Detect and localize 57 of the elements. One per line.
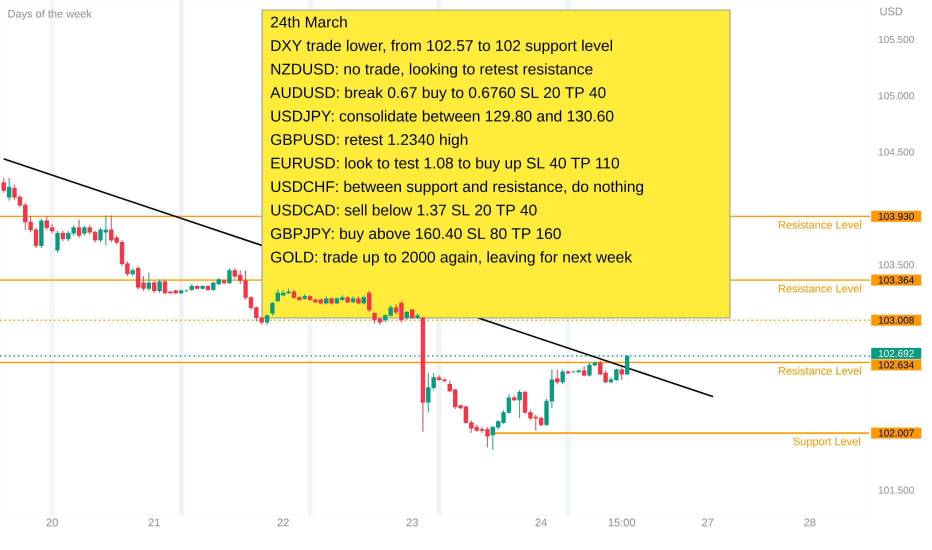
candlestick (227, 268, 232, 284)
annotation: 24th March (270, 16, 347, 28)
candlestick (55, 230, 60, 253)
annotation: USDJPY: consolidate between 129.80 and 130.60 (271, 110, 614, 122)
y-tick-label: 103.364 (878, 276, 914, 284)
annotation: EURUSD: look to test 1.08 to buy up SL 40 TP 110 (271, 157, 620, 172)
candlestick (410, 308, 414, 320)
candlestick (146, 272, 152, 292)
annotation: USDCAD: sell below 1.37 SL 20 TP 40 (271, 204, 537, 216)
candlestick (366, 290, 372, 313)
annotation: GOLD: trade up to 2000 again, leaving for next week (270, 251, 632, 266)
ref-line-label: Resistance Level (778, 220, 862, 229)
candlestick (152, 280, 156, 294)
y-tick-label: 102.634 (878, 361, 914, 368)
x-tick-label: 22 (278, 518, 289, 526)
annotation: DXY trade lower, from 102.57 to 102 support level (271, 40, 612, 54)
x-tick-label: 27 (702, 518, 714, 526)
candlestick (76, 219, 82, 238)
y-tick-label: 104.500 (878, 148, 914, 156)
candlestick (555, 369, 560, 385)
candlestick (82, 224, 87, 236)
y-tick-label: 103.930 (878, 212, 914, 220)
candlestick (157, 279, 162, 294)
candlestick (582, 366, 586, 377)
y-tick-label: 103.008 (878, 316, 914, 324)
candlestick (620, 366, 624, 380)
y-axis-title: USD (880, 8, 902, 16)
x-tick-label: 15:00 (608, 518, 636, 526)
candlestick (2, 178, 6, 194)
candlestick (517, 389, 522, 419)
annotation: AUDUSD: break 0.67 buy to 0.6760 SL 20 TP 40 (270, 86, 606, 102)
y-tick-label: 102.692 (878, 350, 914, 357)
annotation: GBPJPY: buy above 160.40 SL 80 TP 160 (270, 228, 561, 242)
candlestick (560, 369, 565, 385)
candlestick (362, 294, 366, 305)
x-tick-label: 28 (804, 518, 816, 526)
candlestick (270, 302, 275, 316)
x-tick-label: 24 (536, 518, 547, 526)
y-tick-label: 105.000 (878, 92, 914, 100)
annotation: NZDUSD: no trade, looking to retest resistance (271, 63, 593, 78)
annotation: USDCHF: between support and resistance, do nothing (271, 180, 644, 196)
y-tick-label: 105.500 (878, 36, 914, 43)
candlestick (6, 178, 12, 202)
ref-line-label: Resistance Level (778, 284, 862, 292)
ref-line-label: Resistance Level (778, 366, 862, 375)
y-tick-label: 103.500 (878, 261, 914, 268)
x-tick-label: 21 (148, 518, 160, 526)
series-label: Support Level (793, 437, 860, 448)
candlestick (264, 314, 270, 325)
text: Days of the week (8, 10, 92, 20)
candlestick (60, 230, 66, 242)
x-tick-label: 23 (406, 518, 418, 526)
y-tick-label: 101.500 (878, 486, 914, 494)
annotation: GBPUSD: retest 1.2340 high (270, 134, 468, 148)
candlestick (404, 310, 409, 320)
x-tick-label: 20 (46, 518, 58, 526)
y-tick-label: 102.007 (878, 430, 914, 437)
